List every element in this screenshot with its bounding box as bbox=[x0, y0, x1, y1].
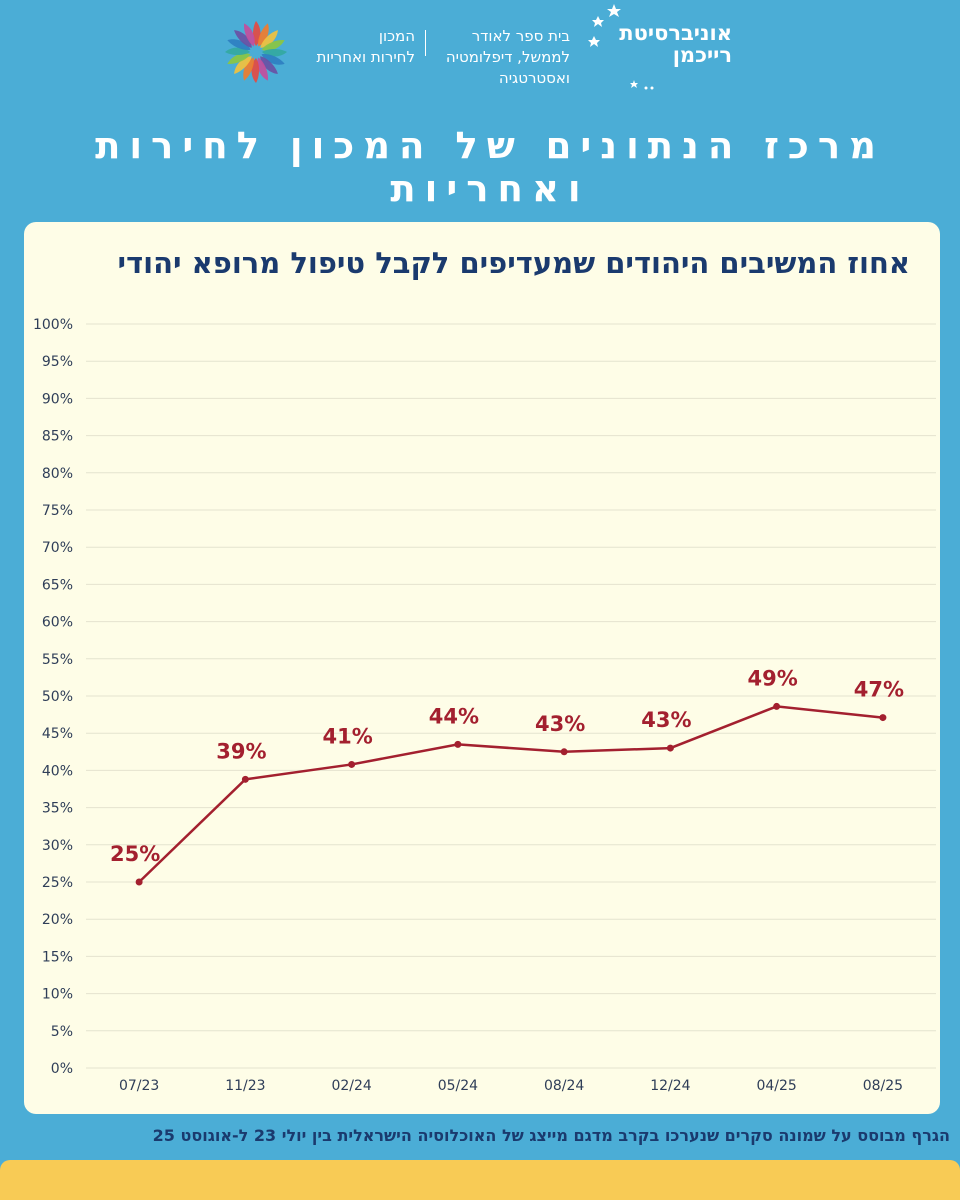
data-label: 44% bbox=[429, 704, 479, 728]
data-point bbox=[135, 878, 143, 886]
y-tick-label: 55% bbox=[42, 652, 73, 668]
y-tick-label: 85% bbox=[42, 429, 73, 445]
y-tick-label: 65% bbox=[42, 577, 73, 593]
chart-title: אחוז המשיבים היהודים שמעדיפים לקבל טיפול… bbox=[117, 246, 910, 280]
flower-petal bbox=[234, 56, 252, 74]
data-point bbox=[348, 760, 356, 768]
header: אוניברסיטת רייכמן בית ספר לאודר לממשל, ד… bbox=[0, 0, 960, 100]
flower-petal bbox=[244, 23, 255, 47]
x-tick-label: 04/25 bbox=[756, 1078, 796, 1094]
footnote: הגרף מבוסס על שמונה סקרים שנערכו בקרב מד… bbox=[152, 1126, 950, 1145]
y-tick-label: 50% bbox=[42, 689, 73, 705]
y-tick-label: 75% bbox=[42, 503, 73, 519]
data-label: 25% bbox=[110, 842, 160, 866]
institute-name: המכון לחירות ואחריות bbox=[316, 27, 415, 66]
data-label: 49% bbox=[747, 666, 797, 690]
flower-petal bbox=[227, 39, 251, 50]
stars-logo-icon bbox=[588, 4, 654, 90]
y-tick-label: 25% bbox=[42, 875, 73, 891]
data-label: 47% bbox=[854, 678, 904, 702]
data-label: 43% bbox=[535, 712, 585, 736]
flower-petal bbox=[261, 54, 285, 65]
series-line bbox=[138, 705, 884, 883]
flower-petal bbox=[260, 56, 278, 74]
x-tick-label: 12/24 bbox=[650, 1078, 690, 1094]
data-label: 41% bbox=[322, 724, 372, 748]
data-label: 43% bbox=[641, 708, 691, 732]
header-divider bbox=[425, 30, 426, 56]
bottom-bar bbox=[0, 1160, 960, 1200]
school-name: בית ספר לאודר לממשל, דיפלומטיה ואסטרטגיה bbox=[445, 27, 570, 87]
university-name: אוניברסיטת רייכמן bbox=[619, 21, 732, 67]
y-tick-label: 10% bbox=[42, 987, 73, 1003]
x-tick-label: 05/24 bbox=[438, 1078, 478, 1094]
y-tick-label: 95% bbox=[42, 354, 73, 370]
x-tick-label: 08/25 bbox=[863, 1078, 903, 1094]
data-point bbox=[560, 748, 568, 756]
flower-petal bbox=[261, 40, 285, 51]
flower-petal bbox=[260, 30, 278, 48]
x-tick-label: 07/23 bbox=[119, 1078, 159, 1094]
data-label: 39% bbox=[216, 739, 266, 763]
page-title: מרכז הנתונים של המכון לחירות ואחריות bbox=[95, 124, 885, 210]
institute-flower-logo-icon bbox=[225, 21, 287, 83]
y-tick-label: 15% bbox=[42, 949, 73, 965]
data-point bbox=[666, 744, 674, 752]
flower-petal bbox=[243, 57, 254, 81]
data-point bbox=[879, 714, 887, 722]
y-tick-label: 35% bbox=[42, 801, 73, 817]
y-tick-label: 0% bbox=[51, 1061, 73, 1077]
x-tick-label: 08/24 bbox=[544, 1078, 584, 1094]
x-tick-label: 11/23 bbox=[225, 1078, 265, 1094]
y-tick-label: 20% bbox=[42, 912, 73, 928]
y-tick-label: 40% bbox=[42, 763, 73, 779]
data-point bbox=[773, 702, 781, 710]
data-point bbox=[241, 775, 249, 783]
y-tick-label: 100% bbox=[33, 317, 73, 333]
y-tick-label: 60% bbox=[42, 615, 73, 631]
y-tick-label: 5% bbox=[51, 1024, 73, 1040]
flower-petal bbox=[234, 30, 252, 48]
data-point bbox=[454, 740, 462, 748]
y-tick-label: 30% bbox=[42, 838, 73, 854]
y-tick-label: 45% bbox=[42, 726, 73, 742]
line-chart: 0% 5% 10% 15% 20% 25% 30% 35% 40% 45% 50% 55% 60% 65%… bbox=[33, 317, 936, 1094]
flower-petal bbox=[227, 53, 251, 64]
y-tick-label: 90% bbox=[42, 391, 73, 407]
y-tick-label: 70% bbox=[42, 540, 73, 556]
flower-petal bbox=[258, 23, 269, 47]
y-tick-label: 80% bbox=[42, 466, 73, 482]
x-tick-label: 02/24 bbox=[331, 1078, 371, 1094]
flower-petal bbox=[257, 57, 268, 81]
chart-card: אחוז המשיבים היהודים שמעדיפים לקבל טיפול… bbox=[24, 222, 940, 1114]
